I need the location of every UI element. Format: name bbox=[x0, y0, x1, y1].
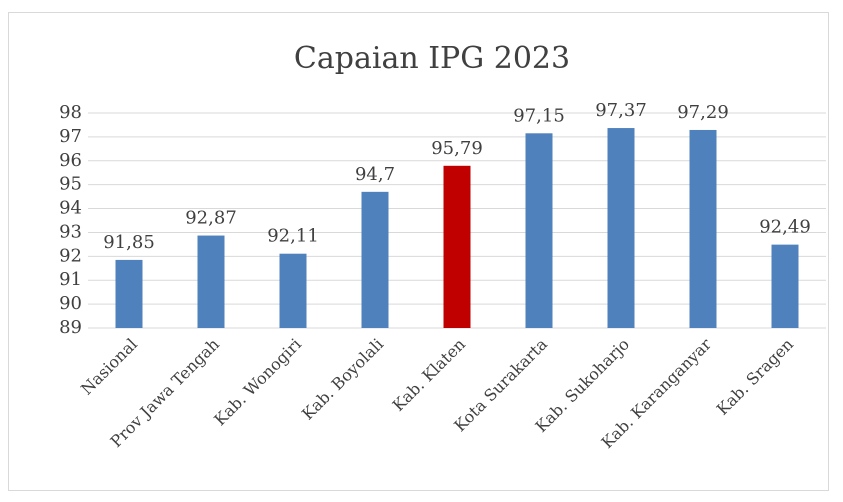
y-tick-label: 90 bbox=[59, 293, 82, 314]
value-label: 97,15 bbox=[513, 105, 565, 126]
y-tick-label: 95 bbox=[59, 174, 82, 195]
y-tick-label: 93 bbox=[59, 221, 82, 242]
bar bbox=[771, 244, 799, 328]
y-tick-label: 97 bbox=[59, 126, 82, 147]
y-tick-label: 96 bbox=[59, 150, 82, 171]
bar bbox=[361, 191, 389, 328]
value-label: 92,11 bbox=[267, 226, 319, 247]
bar bbox=[115, 259, 143, 328]
bar bbox=[525, 133, 553, 328]
y-tick-label: 89 bbox=[59, 317, 82, 338]
y-tick-label: 94 bbox=[59, 198, 82, 219]
bar bbox=[197, 235, 225, 328]
y-tick-label: 98 bbox=[59, 102, 82, 123]
value-label: 92,87 bbox=[185, 208, 237, 229]
value-label: 91,85 bbox=[103, 232, 155, 253]
chart-title: Capaian IPG 2023 bbox=[294, 41, 570, 76]
value-label: 97,29 bbox=[677, 102, 729, 123]
y-tick-label: 92 bbox=[59, 245, 82, 266]
bar bbox=[279, 253, 307, 328]
bar bbox=[689, 129, 717, 328]
value-label: 97,37 bbox=[595, 100, 647, 121]
bar bbox=[443, 165, 471, 328]
value-label: 94,7 bbox=[355, 164, 395, 185]
value-label: 95,79 bbox=[431, 138, 483, 159]
bar bbox=[607, 128, 635, 328]
y-tick-label: 91 bbox=[59, 269, 82, 290]
value-label: 92,49 bbox=[759, 217, 811, 238]
